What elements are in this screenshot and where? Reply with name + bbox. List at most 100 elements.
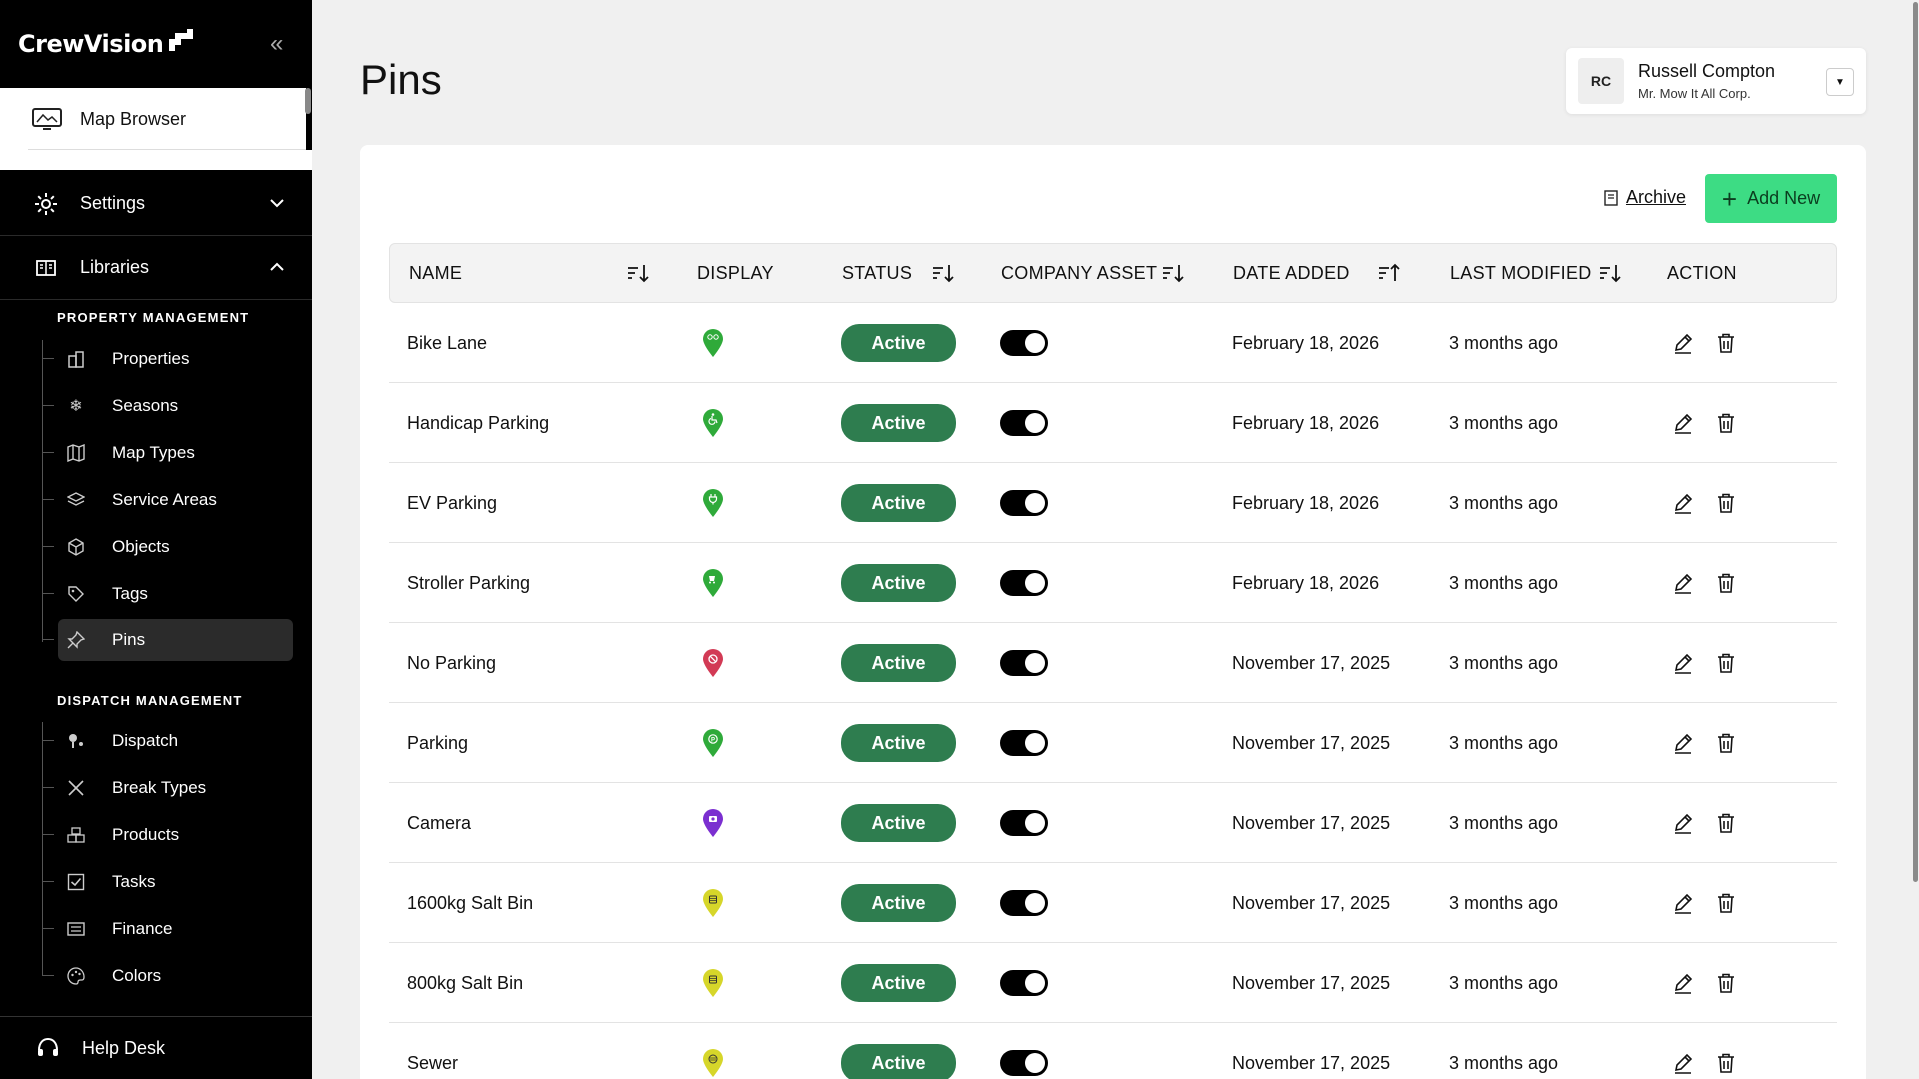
pin-actions	[1672, 783, 1737, 863]
trash-icon[interactable]	[1715, 412, 1737, 434]
nav-libraries[interactable]: Libraries	[0, 236, 312, 300]
user-dropdown-button[interactable]: ▼	[1826, 68, 1854, 96]
sidebar-item-properties[interactable]: Properties	[42, 338, 293, 380]
trash-icon[interactable]	[1715, 892, 1737, 914]
sidebar-item-objects[interactable]: Objects	[42, 526, 293, 568]
table-row[interactable]: Stroller Parking Active February 18, 2026 3…	[389, 543, 1837, 623]
camera-pin-icon	[703, 809, 723, 837]
trash-icon[interactable]	[1715, 812, 1737, 834]
page-scrollbar[interactable]	[1912, 0, 1919, 1079]
table-row[interactable]: EV Parking Active February 18, 2026 3 month…	[389, 463, 1837, 543]
pin-name: 1600kg Salt Bin	[407, 892, 534, 913]
edit-pencil-icon[interactable]	[1672, 412, 1694, 434]
chevron-down-icon	[270, 199, 284, 208]
sidebar-item-colors[interactable]: Colors	[42, 955, 293, 997]
column-header-status[interactable]: STATUS	[842, 262, 913, 283]
company-asset-toggle[interactable]	[1000, 570, 1048, 596]
sidebar-item-break-types[interactable]: Break Types	[42, 767, 293, 809]
collapse-sidebar-icon[interactable]: «	[270, 30, 284, 57]
edit-pencil-icon[interactable]	[1672, 652, 1694, 674]
sidebar-item-tasks[interactable]: Tasks	[42, 861, 293, 903]
trash-icon[interactable]	[1715, 1052, 1737, 1074]
trash-icon[interactable]	[1715, 972, 1737, 994]
library-book-icon	[36, 259, 56, 276]
page-scrollbar-thumb[interactable]	[1913, 2, 1918, 882]
edit-pencil-icon[interactable]	[1672, 572, 1694, 594]
sidebar-item-map-types[interactable]: Map Types	[42, 432, 293, 474]
column-header-date-added[interactable]: DATE ADDED	[1233, 262, 1350, 283]
sidebar-scrollbar[interactable]	[305, 88, 311, 114]
sort-desc-icon[interactable]	[626, 262, 650, 284]
pin-date-added: November 17, 2025	[1232, 812, 1391, 833]
sidebar-item-label: Pins	[112, 630, 146, 649]
sidebar-item-seasons[interactable]: ❄ Seasons	[42, 385, 293, 427]
pin-last-modified: 3 months ago	[1449, 1052, 1559, 1073]
sort-asc-icon[interactable]	[1377, 262, 1401, 284]
column-header-last-modified[interactable]: LAST MODIFIED	[1450, 262, 1592, 283]
nav-settings-label: Settings	[80, 193, 146, 213]
table-row[interactable]: Bike Lane Active February 18, 2026 3 months…	[389, 303, 1837, 383]
edit-pencil-icon[interactable]	[1672, 812, 1694, 834]
edit-pencil-icon[interactable]	[1672, 892, 1694, 914]
sort-desc-icon[interactable]	[1598, 262, 1622, 284]
trash-icon[interactable]	[1715, 492, 1737, 514]
trash-icon[interactable]	[1715, 652, 1737, 674]
salt-bin-pin-icon	[703, 889, 723, 917]
table-row[interactable]: Camera Active November 17, 2025 3 months ag…	[389, 783, 1837, 863]
pin-status: Active	[841, 623, 956, 703]
sidebar-item-finance[interactable]: Finance	[42, 908, 293, 950]
company-asset-toggle[interactable]	[1000, 650, 1048, 676]
status-badge: Active	[841, 564, 956, 602]
edit-pencil-icon[interactable]	[1672, 492, 1694, 514]
sidebar-item-pins[interactable]: Pins	[42, 619, 293, 661]
column-header-company-asset[interactable]: COMPANY ASSET	[1001, 262, 1158, 283]
table-row[interactable]: No Parking Active November 17, 2025 3 month…	[389, 623, 1837, 703]
edit-pencil-icon[interactable]	[1672, 1052, 1694, 1074]
add-new-button[interactable]: + Add New	[1705, 174, 1837, 223]
company-asset-toggle[interactable]	[1000, 890, 1048, 916]
trash-icon[interactable]	[1715, 732, 1737, 754]
nav-settings[interactable]: Settings	[0, 172, 312, 236]
status-badge: Active	[841, 324, 956, 362]
trash-icon[interactable]	[1715, 572, 1737, 594]
edit-pencil-icon[interactable]	[1672, 972, 1694, 994]
table-row[interactable]: Parking P Active November 17, 2025 3 months …	[389, 703, 1837, 783]
nav-help-desk[interactable]: Help Desk	[0, 1016, 312, 1079]
trash-icon[interactable]	[1715, 332, 1737, 354]
company-asset-toggle[interactable]	[1000, 730, 1048, 756]
sidebar-item-products[interactable]: Products	[42, 814, 293, 856]
table-row[interactable]: 800kg Salt Bin Active November 17, 2025 3 m…	[389, 943, 1837, 1023]
company-asset-toggle[interactable]	[1000, 1050, 1048, 1076]
group-label-property: PROPERTY MANAGEMENT	[57, 310, 250, 325]
table-row[interactable]: Sewer Active November 17, 2025 3 months ago	[389, 1023, 1837, 1079]
sidebar-item-service-areas[interactable]: Service Areas	[42, 479, 293, 521]
edit-pencil-icon[interactable]	[1672, 332, 1694, 354]
column-header-name[interactable]: NAME	[409, 262, 463, 283]
sort-desc-icon[interactable]	[931, 262, 955, 284]
sidebar-item-label: Products	[112, 825, 180, 844]
company-asset-toggle[interactable]	[1000, 330, 1048, 356]
chevron-up-icon	[270, 262, 284, 271]
sidebar-item-dispatch[interactable]: Dispatch	[42, 720, 293, 762]
table-row[interactable]: Handicap Parking Active February 18, 2026 3…	[389, 383, 1837, 463]
sort-desc-icon[interactable]	[1161, 262, 1185, 284]
table-row[interactable]: 1600kg Salt Bin Active November 17, 2025 3 …	[389, 863, 1837, 943]
archive-link[interactable]: Archive	[1604, 187, 1686, 208]
company-asset-toggle[interactable]	[1000, 410, 1048, 436]
edit-pencil-icon[interactable]	[1672, 732, 1694, 754]
sidebar-item-tags[interactable]: Tags	[42, 573, 293, 615]
user-name: Russell Compton	[1638, 61, 1776, 81]
user-menu[interactable]: RC Russell Compton Mr. Mow It All Corp. …	[1566, 48, 1866, 114]
pin-company-asset	[1000, 383, 1048, 463]
pin-company-asset	[1000, 543, 1048, 623]
pin-date-added: February 18, 2026	[1232, 492, 1380, 513]
status-badge: Active	[841, 724, 956, 762]
pin-actions	[1672, 623, 1737, 703]
company-asset-toggle[interactable]	[1000, 970, 1048, 996]
pin-name: Handicap Parking	[407, 412, 550, 433]
company-asset-toggle[interactable]	[1000, 490, 1048, 516]
nav-map-browser[interactable]: Map Browser	[0, 88, 306, 150]
company-asset-toggle[interactable]	[1000, 810, 1048, 836]
brand-logo[interactable]: CrewVision	[0, 0, 312, 88]
avatar: RC	[1578, 58, 1624, 104]
